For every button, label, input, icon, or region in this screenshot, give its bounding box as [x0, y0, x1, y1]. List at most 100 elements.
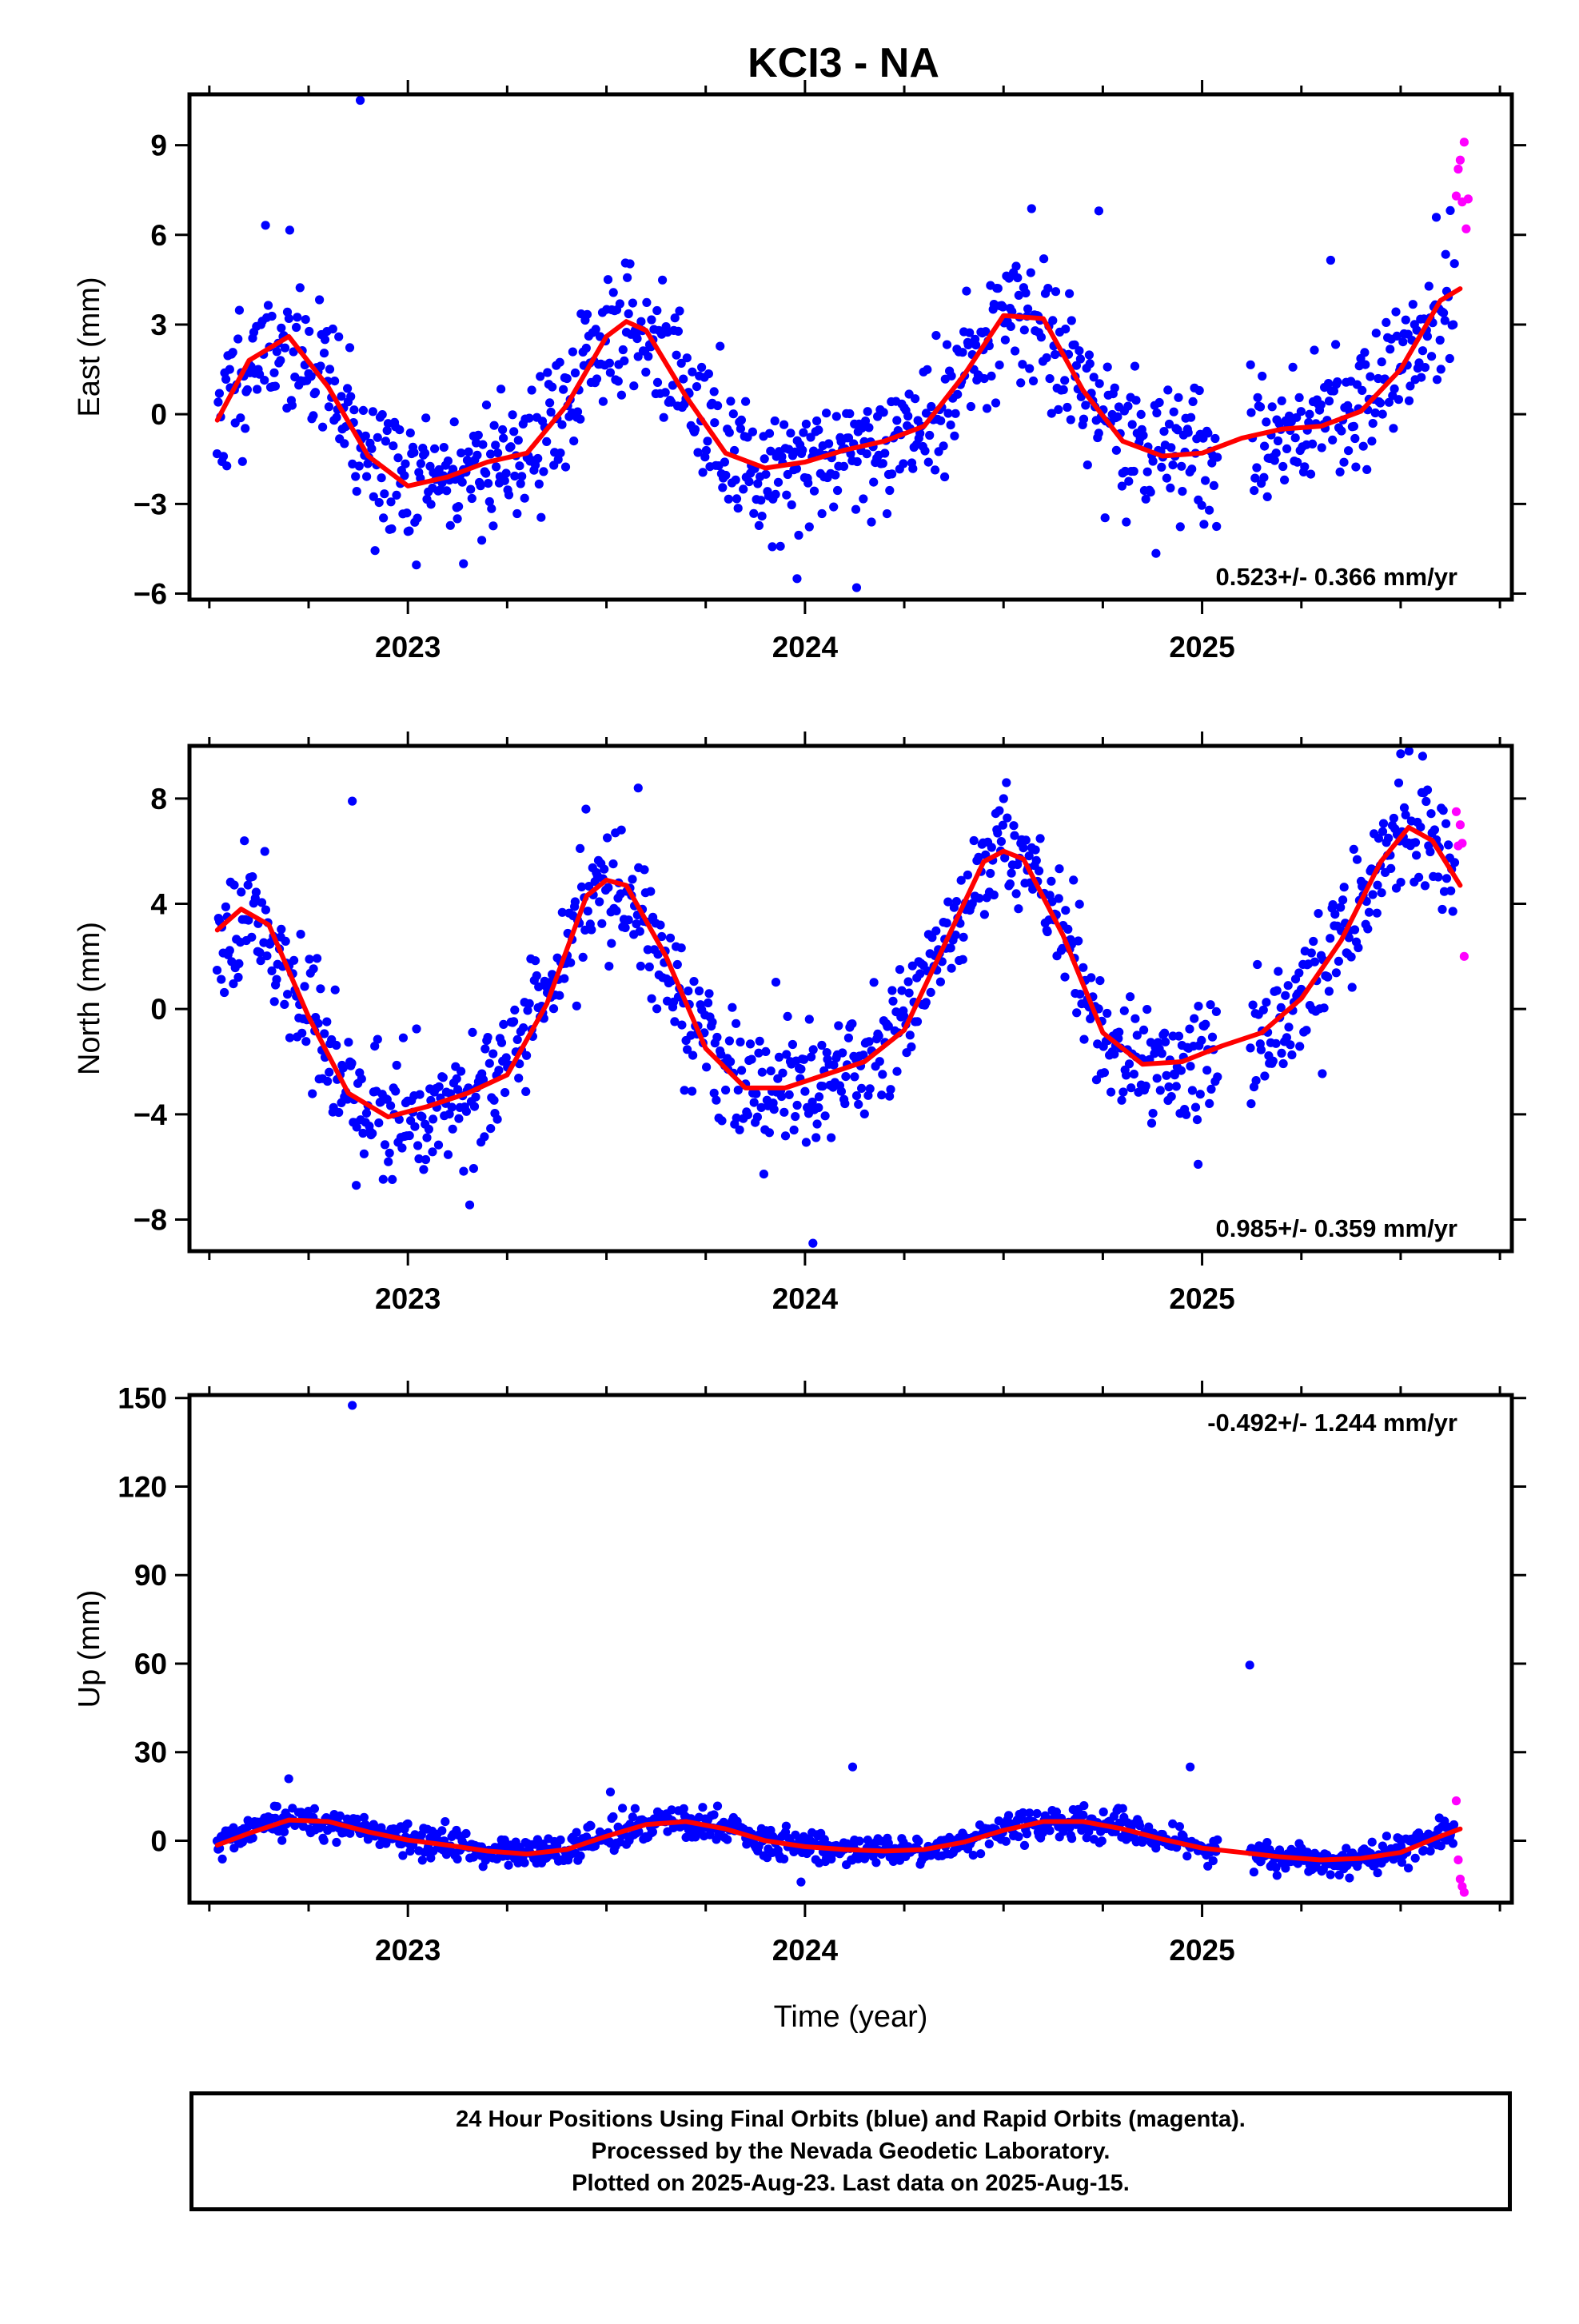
- final-orbit-point: [677, 1020, 687, 1030]
- final-orbit-point: [521, 1086, 531, 1096]
- final-orbit-point: [600, 864, 609, 874]
- final-orbit-point: [1187, 464, 1197, 474]
- final-orbit-point: [1014, 1832, 1023, 1842]
- final-orbit-point: [1404, 746, 1414, 756]
- final-orbit-point: [682, 353, 692, 363]
- final-orbit-point: [484, 479, 493, 488]
- final-orbit-point: [1288, 362, 1298, 372]
- final-orbit-point: [1019, 843, 1028, 853]
- final-orbit-point: [996, 837, 1006, 847]
- final-orbit-point: [1347, 983, 1357, 992]
- final-orbit-point: [864, 1037, 874, 1046]
- final-orbit-point: [520, 1858, 529, 1868]
- final-orbit-point: [473, 450, 482, 460]
- final-orbit-point: [721, 470, 731, 480]
- final-orbit-point: [851, 504, 861, 514]
- final-orbit-point: [1259, 472, 1269, 482]
- final-orbit-point: [1051, 349, 1060, 360]
- final-orbit-point: [1168, 460, 1178, 470]
- final-orbit-point: [387, 524, 397, 534]
- final-orbit-point: [1173, 425, 1182, 435]
- final-orbit-point: [951, 931, 960, 940]
- final-orbit-point: [679, 374, 688, 384]
- final-orbit-point: [473, 430, 483, 440]
- final-orbit-point: [903, 411, 913, 421]
- final-orbit-point: [1314, 909, 1323, 919]
- final-orbit-point: [531, 956, 540, 966]
- final-orbit-point: [424, 1124, 434, 1134]
- final-orbit-point: [1441, 874, 1452, 883]
- final-orbit-point: [976, 1849, 986, 1859]
- final-orbit-point: [811, 1133, 821, 1142]
- final-orbit-point: [347, 1058, 357, 1068]
- final-orbit-point: [494, 1066, 504, 1075]
- final-orbit-point: [1262, 417, 1271, 427]
- final-orbit-point: [221, 902, 230, 911]
- final-orbit-point: [442, 486, 452, 496]
- final-orbit-point: [1130, 1014, 1140, 1023]
- final-orbit-point: [905, 1030, 915, 1040]
- final-orbit-point: [1123, 401, 1133, 411]
- rapid-orbit-point: [1455, 1874, 1465, 1884]
- final-orbit-point: [1408, 300, 1418, 309]
- final-orbit-point: [995, 361, 1004, 370]
- final-orbit-point: [1328, 900, 1338, 910]
- final-orbit-point: [897, 986, 907, 995]
- final-orbit-point: [464, 447, 473, 456]
- final-orbit-point: [1106, 1087, 1116, 1097]
- final-orbit-point: [269, 368, 279, 377]
- final-orbit-point: [539, 467, 548, 476]
- final-orbit-point: [721, 1085, 731, 1095]
- final-orbit-point: [652, 1004, 662, 1014]
- final-orbit-point: [1260, 441, 1270, 451]
- model-fit-line: [214, 286, 1463, 488]
- final-orbit-point: [951, 897, 961, 907]
- final-orbit-point: [732, 1018, 741, 1028]
- final-orbit-point: [1152, 408, 1162, 418]
- final-orbit-outlier-point: [1245, 1660, 1254, 1670]
- final-orbit-point: [783, 469, 792, 480]
- final-orbit-point: [723, 1835, 732, 1844]
- final-orbit-point: [1213, 1835, 1222, 1844]
- final-orbit-point: [636, 961, 646, 971]
- final-orbit-point: [1071, 361, 1081, 370]
- final-orbit-point: [220, 987, 229, 998]
- final-orbit-point: [989, 890, 999, 900]
- final-orbit-point: [807, 1097, 817, 1107]
- final-orbit-point: [958, 955, 967, 964]
- final-orbit-point: [1187, 1086, 1197, 1095]
- final-orbit-point: [499, 1019, 508, 1029]
- final-orbit-point: [812, 1119, 822, 1129]
- final-orbit-point: [1213, 452, 1222, 462]
- final-orbit-point: [885, 485, 895, 496]
- final-orbit-point: [774, 1052, 784, 1062]
- final-orbit-point: [480, 1044, 490, 1054]
- final-orbit-point: [1061, 906, 1071, 915]
- final-orbit-point: [358, 1128, 368, 1138]
- final-orbit-point: [688, 1086, 697, 1096]
- final-orbit-point: [343, 384, 353, 393]
- final-orbit-point: [483, 1033, 492, 1042]
- final-orbit-point: [323, 1076, 333, 1086]
- final-orbit-point: [332, 1837, 341, 1848]
- final-orbit-point: [1349, 421, 1358, 431]
- final-orbit-point: [965, 328, 975, 337]
- final-orbit-point: [672, 959, 682, 970]
- final-orbit-point: [1276, 1003, 1286, 1012]
- final-orbit-point: [386, 497, 396, 507]
- final-orbit-point: [836, 1086, 846, 1096]
- final-orbit-point: [1169, 407, 1178, 417]
- final-orbit-point: [1126, 1083, 1136, 1093]
- final-orbit-point: [1103, 1008, 1112, 1018]
- final-orbit-point: [676, 943, 686, 953]
- final-orbit-point: [1397, 1857, 1406, 1868]
- final-orbit-point: [780, 1854, 789, 1864]
- final-orbit-point: [1351, 462, 1361, 472]
- final-orbit-point: [724, 1036, 735, 1046]
- final-orbit-point: [1065, 289, 1075, 298]
- final-orbit-point: [263, 301, 273, 310]
- final-orbit-point: [260, 847, 269, 856]
- final-orbit-point: [1103, 362, 1112, 372]
- final-orbit-point: [899, 1011, 909, 1021]
- final-orbit-point: [943, 409, 953, 418]
